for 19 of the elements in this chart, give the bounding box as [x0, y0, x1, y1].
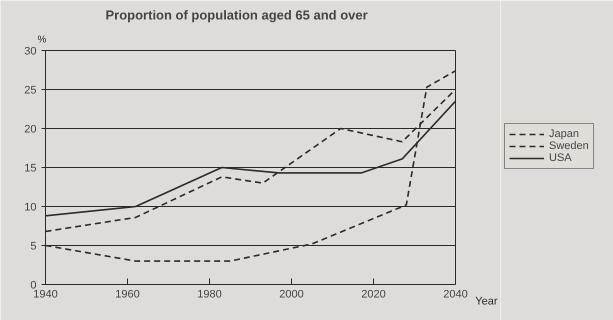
y-tick-label: 25 [24, 84, 37, 96]
y-tick-label: 15 [24, 162, 37, 174]
x-tick-label: 2000 [279, 288, 304, 300]
y-tick-label: 0 [30, 280, 37, 292]
legend-label: USA [549, 152, 572, 164]
y-tick-label: 10 [24, 202, 37, 214]
x-tick-label: 1960 [115, 288, 140, 300]
x-tick-label: 2040 [443, 288, 468, 300]
chart-title: Proportion of population aged 65 and over [106, 8, 368, 22]
legend-label: Japan [549, 128, 579, 140]
y-tick-label: 20 [24, 124, 37, 136]
x-axis-title: Year [475, 296, 498, 308]
legend-label: Sweden [549, 140, 589, 152]
x-tick-label: 1940 [33, 288, 58, 300]
y-axis-title: % [38, 34, 46, 46]
x-tick-label: 1980 [197, 288, 222, 300]
y-tick-label: 5 [30, 240, 37, 252]
x-tick-label: 2020 [361, 288, 386, 300]
y-tick-label: 30 [24, 46, 37, 58]
